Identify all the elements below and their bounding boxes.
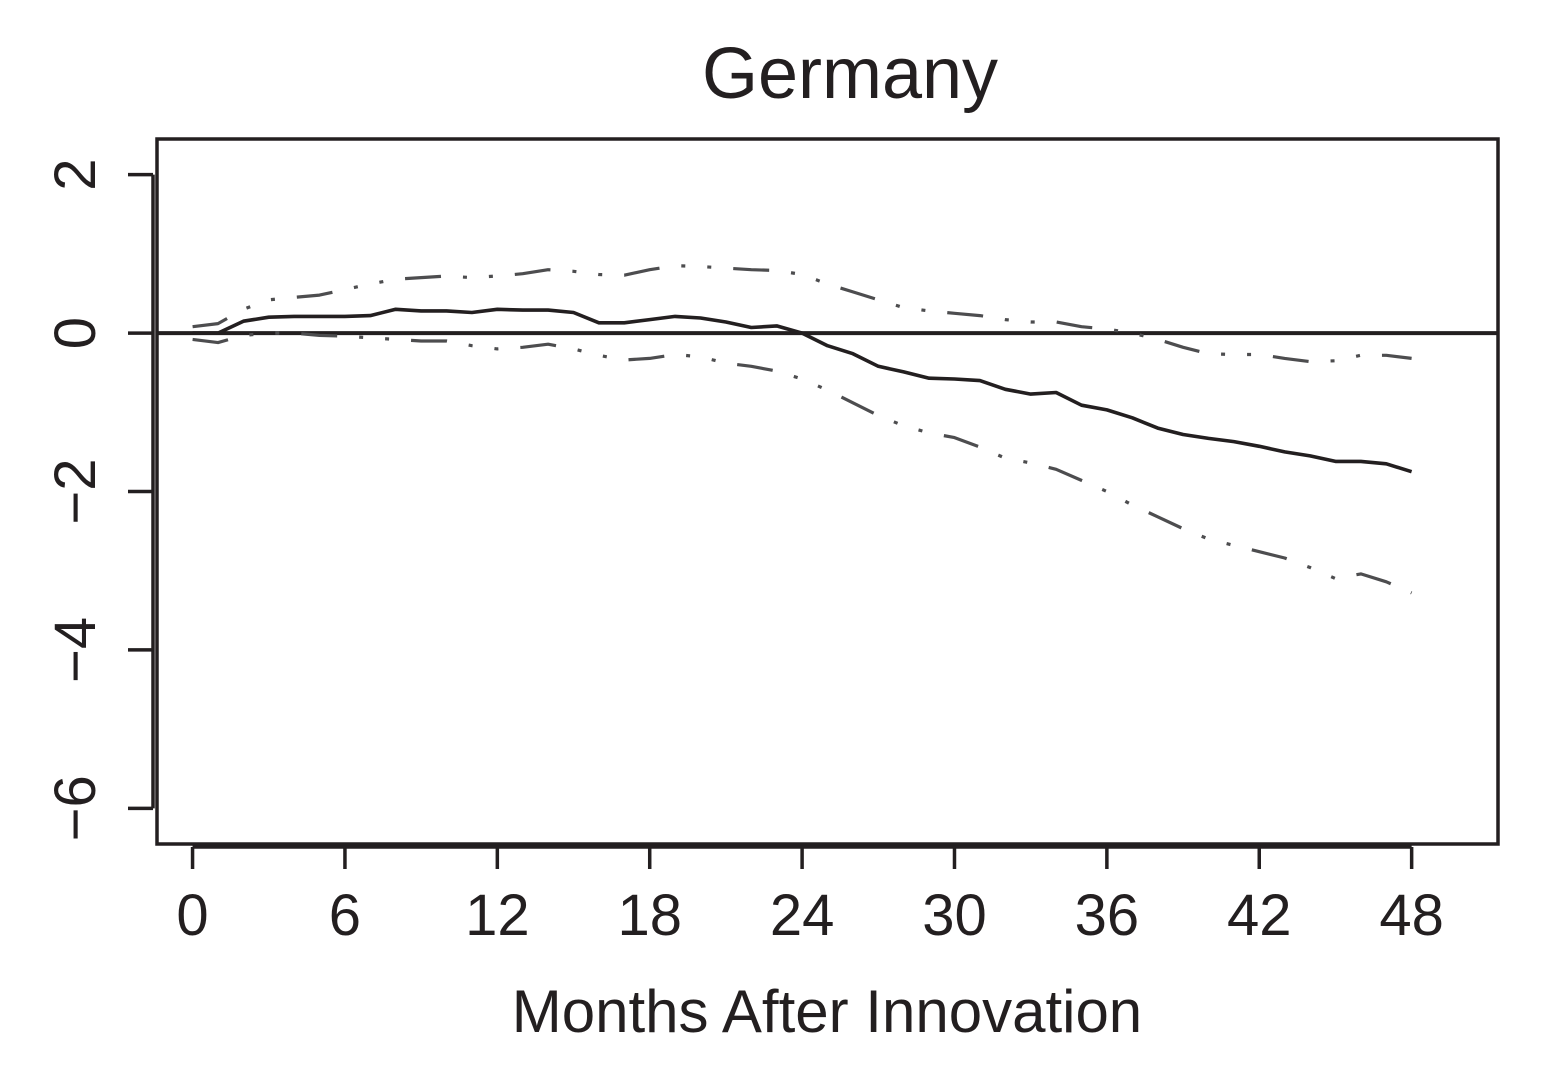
x-tick-label: 18: [617, 883, 682, 948]
series-line-estimate: [192, 307, 1413, 474]
chart-title: Germany: [702, 34, 998, 114]
series-line-lower-band: [192, 331, 1413, 595]
y-tick-label: 0: [43, 317, 108, 349]
x-tick-label: 6: [329, 883, 361, 948]
x-tick-label: 48: [1379, 883, 1444, 948]
series-layer: [157, 264, 1498, 595]
y-tick-label: −4: [43, 617, 108, 683]
y-tick-label: −6: [43, 775, 108, 841]
x-tick-label: 24: [770, 883, 835, 948]
y-tick-label: −2: [43, 458, 108, 524]
x-axis: 0 6 12 18 24 30 36 42 48: [176, 845, 1444, 948]
x-tick-label: 30: [922, 883, 987, 948]
plot-frame: [155, 137, 1500, 846]
x-tick-label: 36: [1075, 883, 1140, 948]
y-tick-label: 2: [43, 159, 108, 191]
x-axis-label: Months After Innovation: [512, 978, 1142, 1045]
x-tick-label: 12: [465, 883, 530, 948]
y-axis: 2 0 −2 −4 −6: [43, 159, 155, 841]
x-tick-label: 0: [176, 883, 208, 948]
x-tick-label: 42: [1227, 883, 1292, 948]
